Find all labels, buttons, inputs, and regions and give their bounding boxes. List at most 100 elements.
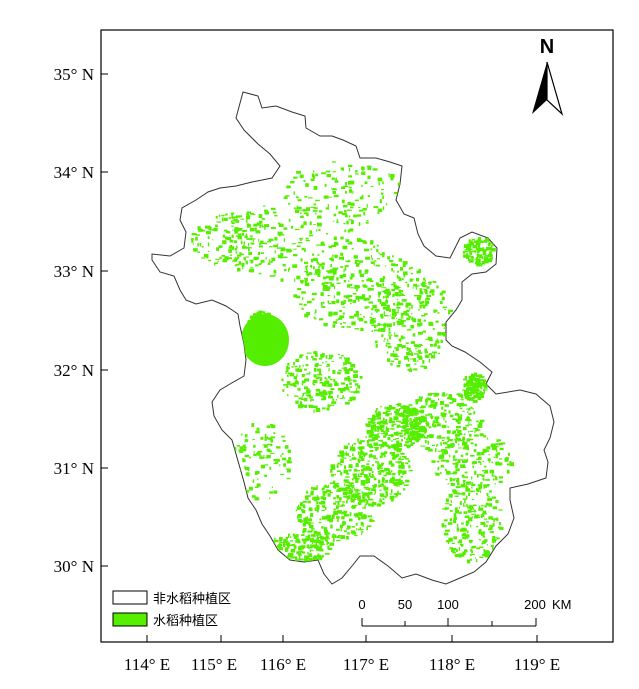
rice-patch-1647 [482,510,487,515]
rice-patch-494 [467,247,472,250]
rice-patch-3128 [505,457,509,461]
rice-patch-1150 [351,505,356,509]
rice-patch-2774 [418,349,421,353]
rice-patch-2742 [417,323,421,327]
rice-patch-3282 [390,176,394,181]
rice-patch-2641 [439,292,443,296]
rice-patch-1988 [357,385,361,388]
rice-patch-1974 [349,382,352,385]
rice-patch-3184 [246,472,250,477]
rice-patch-720 [410,423,414,428]
rice-patch-1294 [298,504,299,509]
rice-patch-2854 [233,216,238,218]
lat-label-30: 30° N [54,557,94,576]
rice-patch-726 [383,435,387,438]
rice-patch-1919 [293,361,295,366]
rice-patch-3318 [302,209,307,212]
rice-patch-2260 [320,292,324,296]
rice-patch-2617 [309,234,314,237]
rice-patch-3179 [266,425,271,429]
rice-patch-1502 [483,523,486,527]
rice-patch-2471 [278,234,282,237]
rice-patch-2721 [387,323,392,327]
rice-patch-3325 [382,195,384,199]
rice-patch-2839 [408,350,412,353]
rice-patch-2102 [310,399,314,401]
rice-patch-2118 [312,382,314,385]
rice-patch-2417 [329,269,334,273]
rice-patch-3358 [285,195,290,197]
rice-patch-862 [389,452,392,455]
rice-patch-2920 [215,258,220,260]
rice-patch-1120 [364,504,367,506]
rice-patch-2676 [387,358,390,362]
rice-patch-906 [392,451,396,456]
rice-patch-1229 [321,509,325,511]
rice-patch-1741 [434,416,440,420]
rice-patch-2444 [255,230,261,234]
rice-patch-1025 [357,476,363,478]
rice-patch-433 [476,248,481,253]
rice-patch-886 [377,464,382,468]
rice-patch-386 [480,395,485,399]
rice-patch-2934 [213,227,218,232]
rice-patch-2783 [440,339,443,343]
rice-patch-2959 [232,246,234,250]
rice-patch-2542 [246,238,252,240]
rice-patch-669 [387,437,391,441]
rice-patch-2586 [334,241,338,246]
rice-patch-746 [402,410,406,414]
rice-patch-1896 [415,410,417,415]
rice-patch-3173 [273,463,278,465]
rice-patch-394 [475,390,477,393]
rice-patch-1364 [310,530,314,532]
rice-patch-2242 [345,297,350,299]
rice-patch-1481 [470,524,472,528]
rice-patch-815 [366,494,370,498]
rice-patch-2413 [349,228,354,232]
rice-patch-2171 [361,294,366,298]
rice-patch-99 [251,336,253,338]
rice-patch-3254 [381,189,384,191]
rice-patch-1096 [364,505,366,508]
rice-patch-745 [394,411,399,414]
rice-patch-2010 [294,365,298,368]
rice-patch-1915 [303,397,308,402]
rice-patch-1426 [298,555,301,560]
rice-patch-1455 [296,537,299,541]
rice-patch-3191 [234,447,237,451]
rice-patch-3339 [332,188,336,190]
rice-patch-1586 [445,529,450,532]
rice-patch-1722 [417,412,419,415]
rice-patch-2319 [358,318,364,322]
rice-patch-2629 [377,299,382,302]
rice-patch-777 [409,431,412,434]
rice-patch-816 [371,502,377,506]
rice-patch-3287 [323,195,329,199]
rice-patch-116 [264,342,266,346]
rice-patch-1272 [338,500,342,503]
rice-patch-1377 [301,551,306,554]
rice-patch-1164 [337,510,342,513]
rice-patch-1136 [321,487,324,491]
rice-patch-1324 [305,535,308,538]
rice-patch-1584 [456,527,459,532]
rice-patch-1030 [357,495,361,498]
rice-patch-1407 [292,556,297,559]
rice-patch-360 [479,392,485,395]
rice-patch-1865 [425,447,431,450]
rice-patch-2537 [261,224,263,227]
rice-patch-3344 [293,191,296,195]
rice-patch-2776 [377,328,383,332]
rice-patch-942 [366,482,370,483]
rice-patch-2615 [305,278,308,282]
rice-patch-1237 [318,521,322,524]
rice-patch-1222 [308,521,311,526]
rice-patch-2821 [444,323,446,325]
rice-patch-646 [402,418,406,420]
rice-patch-2658 [416,360,419,362]
rice-patch-510 [489,258,492,263]
rice-patch-823 [397,481,403,485]
rice-patch-1572 [482,535,486,538]
